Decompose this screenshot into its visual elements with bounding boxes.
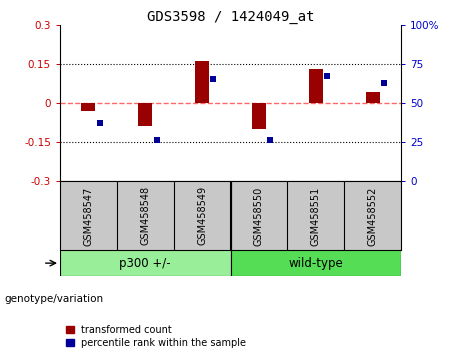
Point <box>96 120 103 126</box>
Text: GSM458551: GSM458551 <box>311 186 321 246</box>
Bar <box>138 103 152 126</box>
Bar <box>195 61 209 103</box>
Title: GDS3598 / 1424049_at: GDS3598 / 1424049_at <box>147 10 314 24</box>
Bar <box>309 69 323 103</box>
Bar <box>60 250 230 276</box>
Text: GSM458552: GSM458552 <box>367 186 378 246</box>
Text: GSM458549: GSM458549 <box>197 186 207 245</box>
Text: GSM458548: GSM458548 <box>140 186 150 245</box>
Bar <box>366 92 380 103</box>
Text: GSM458547: GSM458547 <box>83 186 94 246</box>
Bar <box>230 250 401 276</box>
Point <box>210 76 217 82</box>
Point <box>324 73 331 79</box>
Legend: transformed count, percentile rank within the sample: transformed count, percentile rank withi… <box>65 324 247 349</box>
Point <box>153 137 160 143</box>
Text: genotype/variation: genotype/variation <box>5 294 104 304</box>
Text: wild-type: wild-type <box>289 257 343 270</box>
Text: p300 +/-: p300 +/- <box>119 257 171 270</box>
Point <box>380 80 388 85</box>
Bar <box>252 103 266 129</box>
Bar <box>81 103 95 110</box>
Point <box>266 137 274 143</box>
Text: GSM458550: GSM458550 <box>254 186 264 246</box>
